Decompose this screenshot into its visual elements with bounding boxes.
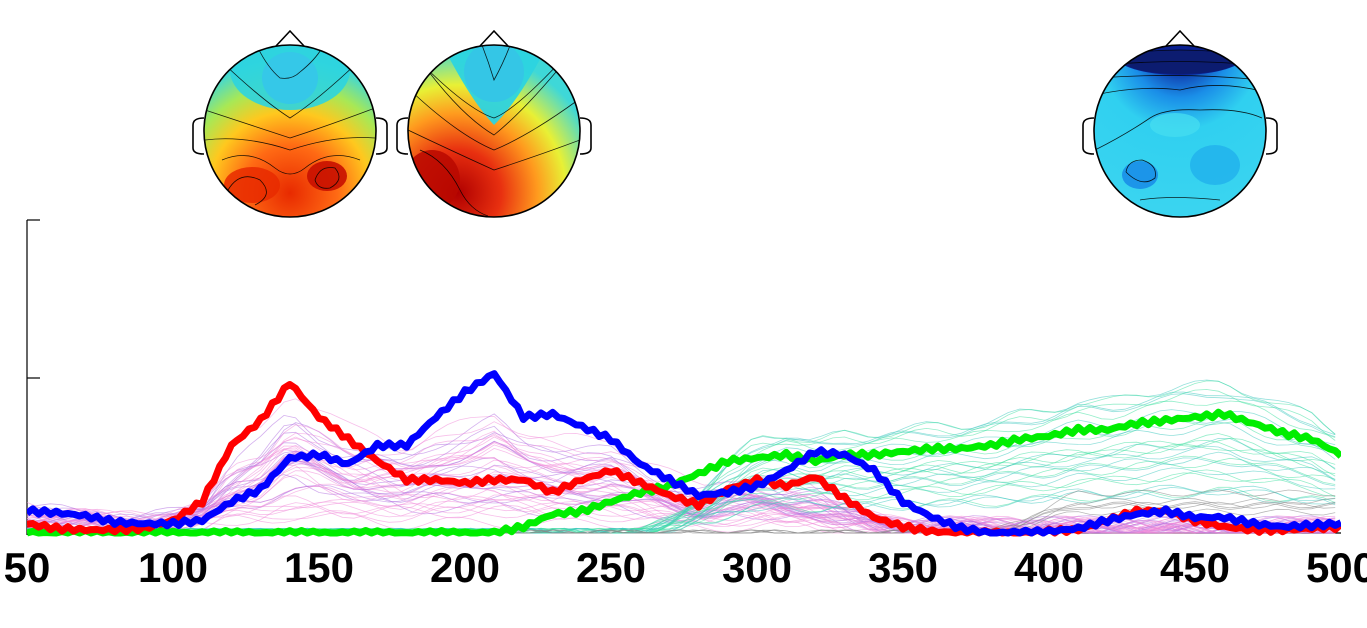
series-layer <box>27 370 1341 537</box>
head-3 <box>1093 44 1267 218</box>
head-1 <box>203 44 377 218</box>
series-blue-line <box>27 370 1341 537</box>
x-tick-label: 450 <box>1160 544 1230 591</box>
x-tick-label: 50 <box>4 544 51 591</box>
background-trace <box>27 466 1336 534</box>
ear-left-icon <box>192 117 205 155</box>
ear-right-icon <box>579 117 592 155</box>
ear-right-icon <box>375 117 388 155</box>
x-tick-label: 150 <box>284 544 354 591</box>
ear-left-icon <box>1082 117 1095 155</box>
head-2 <box>407 44 581 218</box>
x-tick-label: 350 <box>868 544 938 591</box>
x-tick-label: 400 <box>1014 544 1084 591</box>
background-trace <box>27 462 1336 534</box>
x-tick-label: 200 <box>430 544 500 591</box>
series-green-line <box>27 408 1341 537</box>
nose-icon <box>1165 29 1195 47</box>
x-tick-label: 100 <box>138 544 208 591</box>
topoplot-2 <box>396 29 592 218</box>
nose-icon <box>275 29 305 47</box>
topoplot-3 <box>1082 29 1278 218</box>
topoplot-1 <box>192 29 388 218</box>
x-tick-label: 500 <box>1306 544 1367 591</box>
x-tick-label: 250 <box>576 544 646 591</box>
x-tick-labels: 50 100 150 200 250 300 350 400 450 500 <box>4 544 1367 591</box>
background-trace <box>27 421 1336 533</box>
x-tick-label: 300 <box>722 544 792 591</box>
ear-right-icon <box>1265 117 1278 155</box>
nose-icon <box>479 29 509 47</box>
ear-left-icon <box>396 117 409 155</box>
